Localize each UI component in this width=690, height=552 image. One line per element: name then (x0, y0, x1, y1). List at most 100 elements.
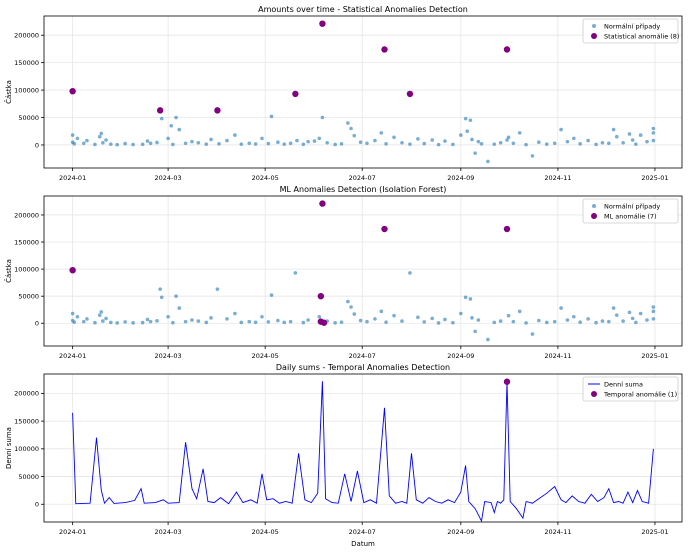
data-point (559, 127, 563, 132)
data-point (451, 142, 455, 147)
data-point (468, 297, 473, 301)
data-point (131, 142, 135, 147)
x-tick-label: 2024-07 (349, 528, 376, 536)
panel-1: 2024-01 2024-03 2024-05 2024-07 2024-09 2024-… (4, 5, 683, 182)
data-point (638, 133, 643, 137)
data-point (301, 142, 306, 147)
data-point (552, 319, 557, 324)
data-point (155, 140, 159, 145)
y-axis-label: Denní suma (5, 427, 13, 469)
plot-frame (43, 195, 683, 347)
data-point (247, 141, 252, 146)
plot-frame (43, 373, 683, 523)
data-point (586, 317, 590, 321)
data-point (260, 314, 264, 319)
data-point (352, 133, 357, 138)
data-point (651, 309, 656, 314)
anomaly-point (214, 107, 221, 114)
data-point (594, 320, 598, 325)
x-tick-label: 2024-03 (155, 352, 182, 360)
data-point (408, 271, 412, 275)
data-point (627, 132, 632, 136)
data-point (247, 319, 252, 324)
data-point (565, 318, 570, 322)
data-point (578, 142, 582, 146)
data-point (492, 320, 497, 325)
y-tick-label: 50000 (18, 292, 39, 300)
data-point (204, 320, 209, 325)
data-point (544, 320, 549, 325)
data-point (101, 319, 105, 323)
data-point (288, 319, 293, 324)
data-point (517, 309, 522, 314)
data-point (511, 319, 516, 324)
anomaly-point (503, 46, 511, 53)
data-point (306, 318, 310, 322)
legend-box (582, 198, 679, 224)
data-point (479, 142, 484, 146)
anomaly-point (503, 378, 511, 385)
data-point (104, 138, 108, 142)
data-point (634, 142, 638, 146)
data-point (346, 121, 350, 125)
data-point (196, 140, 201, 145)
data-point (572, 314, 576, 319)
data-point (524, 321, 528, 325)
data-point (169, 123, 174, 128)
data-point (123, 141, 127, 146)
data-point (430, 316, 435, 321)
data-point (155, 319, 159, 323)
x-tick-label: 2024-09 (447, 352, 474, 360)
panel-3: 2024-01 2024-03 2024-05 2024-07 2024-09 2024-… (5, 363, 683, 548)
y-tick-label: 100000 (14, 445, 39, 453)
data-point (269, 293, 274, 297)
x-tick-label: 2024-05 (252, 528, 279, 536)
anomaly-point (319, 200, 326, 207)
data-point (498, 319, 503, 323)
x-tick-label: 2024-05 (252, 352, 279, 360)
data-point (352, 312, 357, 316)
data-point (159, 116, 164, 121)
data-point (115, 321, 119, 325)
data-point (621, 140, 625, 145)
data-point (443, 139, 447, 143)
data-point (416, 315, 420, 320)
legend-marker (592, 24, 596, 28)
data-point (131, 321, 135, 325)
legend-box (582, 18, 679, 44)
data-point (463, 295, 468, 300)
data-point (145, 317, 150, 322)
data-point (476, 139, 481, 144)
legend-label: Temporal anomálie (1) (603, 390, 677, 398)
legend-marker (592, 204, 596, 208)
data-point (306, 139, 310, 144)
data-point (148, 319, 153, 324)
data-point (473, 329, 477, 334)
data-point (565, 139, 570, 144)
data-point (600, 319, 605, 323)
data-point (317, 314, 322, 319)
x-tick-label: 2024-03 (155, 174, 182, 182)
legend-marker (591, 391, 597, 397)
data-point (473, 151, 477, 155)
data-point (384, 142, 388, 146)
data-point (365, 319, 369, 324)
y-tick-label: 0 (35, 501, 39, 509)
data-point (422, 320, 427, 324)
data-point (486, 337, 490, 342)
x-tick-label: 2024-09 (447, 174, 474, 182)
data-point (97, 134, 102, 139)
data-point (333, 142, 337, 147)
data-point (148, 141, 153, 146)
plot-frame (43, 15, 683, 169)
data-point (443, 317, 447, 322)
data-point (537, 318, 541, 323)
data-point (470, 316, 474, 320)
data-point (140, 142, 145, 147)
x-tick-label: 2024-09 (447, 528, 474, 536)
data-point (517, 131, 522, 135)
data-point (225, 138, 229, 143)
data-point (81, 319, 86, 324)
data-point (572, 136, 576, 141)
x-tick-label: 2024-11 (544, 352, 571, 360)
